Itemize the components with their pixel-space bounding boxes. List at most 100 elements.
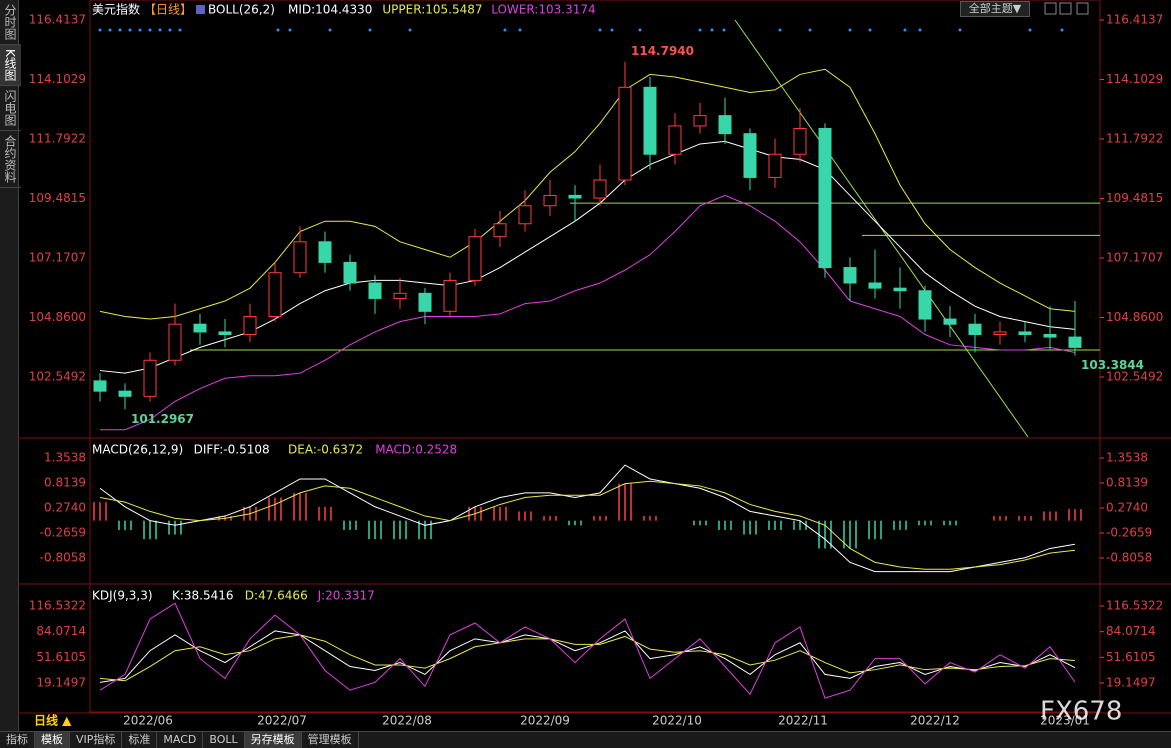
y-tick-label-left: 104.8600 [29, 310, 86, 324]
candle-body [1018, 331, 1032, 336]
y-tick-label-left: 19.1497 [36, 676, 86, 690]
y-tick-label-left: 111.7922 [29, 132, 86, 146]
window-icon [1076, 2, 1089, 15]
candle-body [293, 241, 307, 274]
toolbar-tab[interactable]: 管理模板 [302, 732, 359, 748]
y-tick-label-left: 116.5322 [29, 598, 86, 612]
signal-dot [1060, 28, 1064, 32]
indicator-legend: DIFF:-0.5108 [194, 443, 270, 457]
y-tick-label: 84.0714 [1106, 624, 1156, 638]
indicator-icon [196, 5, 205, 14]
y-tick-label: -0.8058 [1106, 550, 1152, 564]
signal-dot [368, 28, 372, 32]
signal-dot [168, 28, 172, 32]
toolbar-tab[interactable]: BOLL [203, 732, 245, 748]
watermark: FX678 [1040, 697, 1122, 727]
indicator-legend: UPPER:105.5487 [382, 3, 482, 17]
candle-body [218, 331, 232, 336]
indicator-legend: J:20.3317 [317, 589, 375, 603]
side-tab[interactable]: 合约资料 [0, 131, 21, 188]
y-tick-label: -0.2659 [1106, 525, 1152, 539]
y-tick-label-left: 109.4815 [29, 191, 86, 205]
candle-body [918, 290, 932, 320]
candle-body [993, 331, 1007, 336]
instrument-period: 【日线】 [144, 3, 192, 17]
y-tick-label: 109.4815 [1106, 191, 1163, 205]
candle-body [1068, 336, 1082, 348]
candle-body [718, 115, 732, 135]
toolbar-tab[interactable]: 标准 [122, 732, 158, 748]
candle-body [1043, 334, 1057, 338]
y-tick-label: 0.8139 [1106, 475, 1148, 489]
toolbar-tab[interactable]: 指标 [0, 732, 35, 748]
signal-dot [276, 28, 280, 32]
indicator-legend: KDJ(9,3,3) [92, 589, 153, 603]
x-tick-label: 2022/08 [382, 714, 432, 728]
signal-dot [503, 28, 507, 32]
candle-body [793, 127, 807, 155]
y-tick-label: 111.7922 [1106, 132, 1163, 146]
y-tick-label: 114.1029 [1106, 72, 1163, 86]
candle-body [468, 236, 482, 281]
indicator-legend: LOWER:103.3174 [491, 3, 595, 17]
y-tick-label: 51.6105 [1106, 650, 1156, 664]
signal-dot [108, 28, 112, 32]
side-tab[interactable]: 闪电图 [0, 86, 21, 131]
signal-dot [518, 28, 522, 32]
macd-line [99, 464, 1076, 573]
signal-dot [98, 28, 102, 32]
candle-body [393, 292, 407, 299]
signal-dot [408, 28, 412, 32]
indicator-legend: D:47.6466 [245, 589, 308, 603]
signal-dot [610, 28, 614, 32]
candle-body [93, 380, 107, 392]
candle-body [868, 282, 882, 289]
indicator-legend: K:38.5416 [172, 589, 234, 603]
boll-line [100, 194, 1076, 431]
macd-line [99, 480, 1076, 570]
side-tabs: 分时图 K线图 闪电图 合约资料 [0, 0, 21, 731]
candle-body [168, 323, 182, 361]
window-icon [1044, 2, 1057, 15]
signal-dot [1028, 28, 1032, 32]
candle-body [893, 287, 907, 292]
toolbar-tab[interactable]: MACD [157, 732, 204, 748]
theme-button[interactable]: 全部主题▼ [960, 1, 1030, 17]
candle-body [493, 223, 507, 238]
price-annotation: 103.3844 [1081, 358, 1144, 372]
signal-dot [638, 28, 642, 32]
signal-dot [808, 28, 812, 32]
y-tick-label-left: -0.8058 [40, 550, 86, 564]
signal-dot [128, 28, 132, 32]
candle-body [843, 267, 857, 284]
price-annotation: 114.7940 [631, 44, 694, 58]
candle-body [618, 86, 632, 181]
candle-body [368, 282, 382, 299]
y-tick-label-left: 107.1707 [29, 251, 86, 265]
y-tick-label: 116.5322 [1106, 598, 1163, 612]
toolbar: 指标 模板 VIP指标 标准 MACD BOLL 另存模板 管理模板 [0, 731, 1171, 748]
y-tick-label: 19.1497 [1106, 676, 1156, 690]
toolbar-tab[interactable]: VIP指标 [70, 732, 123, 748]
chart: 116.4137 116.4137 114.1029 114.1029 111.7922… [18, 0, 1171, 728]
candle-body [193, 323, 207, 333]
candle-body [568, 194, 582, 199]
price-annotation: 101.2967 [131, 412, 194, 426]
instrument-name: 美元指数 [92, 2, 140, 17]
signal-dot [118, 28, 122, 32]
candle-body [643, 86, 657, 155]
toolbar-tab[interactable]: 模板 [35, 732, 70, 748]
side-tab[interactable]: K线图 [0, 45, 21, 86]
signal-dot [710, 28, 714, 32]
y-tick-label-left: 1.3538 [44, 450, 86, 464]
y-tick-label-left: 102.5492 [29, 370, 86, 384]
y-tick-label: 107.1707 [1106, 251, 1163, 265]
candle-body [693, 115, 707, 127]
x-tick-label: 2022/10 [652, 714, 702, 728]
side-tab[interactable]: 分时图 [0, 0, 21, 45]
signal-dot [158, 28, 162, 32]
toolbar-tab[interactable]: 另存模板 [244, 732, 302, 748]
candle-body [518, 205, 532, 225]
candle-body [768, 153, 782, 178]
boll-line [99, 140, 1076, 374]
